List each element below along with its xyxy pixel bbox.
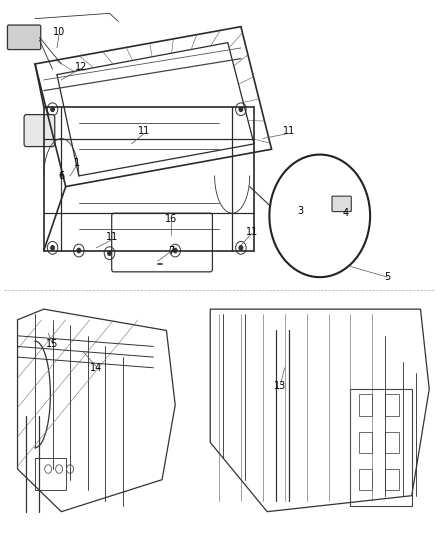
FancyBboxPatch shape bbox=[332, 196, 351, 212]
Text: 12: 12 bbox=[75, 62, 87, 71]
Circle shape bbox=[51, 246, 54, 250]
Circle shape bbox=[239, 107, 243, 111]
Text: 1: 1 bbox=[74, 158, 80, 167]
Bar bbox=[350, 389, 412, 506]
Text: 10: 10 bbox=[53, 27, 65, 37]
Text: 14: 14 bbox=[90, 363, 102, 373]
Bar bbox=[385, 394, 399, 416]
FancyBboxPatch shape bbox=[24, 115, 55, 147]
Bar bbox=[35, 458, 66, 490]
Circle shape bbox=[239, 246, 243, 250]
Circle shape bbox=[51, 107, 54, 111]
Text: 11: 11 bbox=[138, 126, 151, 135]
Bar bbox=[359, 432, 372, 453]
Bar bbox=[385, 469, 399, 490]
Bar bbox=[114, 216, 210, 269]
Text: 11: 11 bbox=[246, 227, 258, 237]
Bar bbox=[385, 432, 399, 453]
Text: 7: 7 bbox=[168, 246, 174, 255]
Bar bbox=[359, 469, 372, 490]
Text: 5: 5 bbox=[385, 272, 391, 282]
Text: 16: 16 bbox=[165, 214, 177, 223]
Text: 4: 4 bbox=[343, 208, 349, 218]
FancyBboxPatch shape bbox=[112, 213, 212, 272]
Circle shape bbox=[77, 248, 81, 253]
Text: 11: 11 bbox=[106, 232, 118, 242]
Text: 15: 15 bbox=[46, 339, 59, 349]
FancyBboxPatch shape bbox=[7, 25, 41, 50]
Text: 6: 6 bbox=[58, 171, 64, 181]
Circle shape bbox=[173, 248, 177, 253]
Circle shape bbox=[108, 251, 111, 255]
Bar bbox=[359, 394, 372, 416]
Text: 13: 13 bbox=[274, 382, 286, 391]
Text: 11: 11 bbox=[283, 126, 295, 135]
Text: 3: 3 bbox=[297, 206, 303, 215]
Circle shape bbox=[269, 155, 370, 277]
